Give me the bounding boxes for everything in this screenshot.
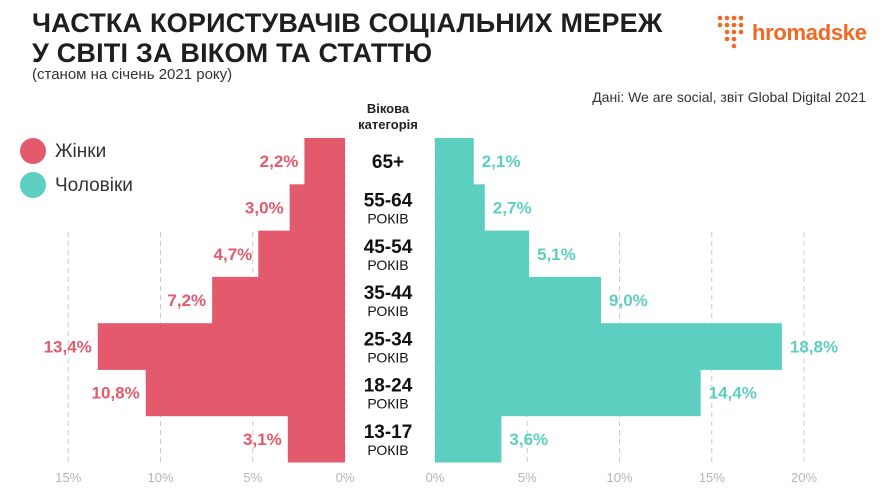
bar-men-13-17 bbox=[435, 415, 502, 463]
bar-women-45-54 bbox=[258, 230, 345, 278]
category-unit-label: РОКІВ bbox=[367, 396, 408, 412]
value-label-women: 2,2% bbox=[260, 152, 299, 171]
category-unit-label: РОКІВ bbox=[367, 210, 408, 226]
category-range-label: 13-17 bbox=[364, 422, 413, 443]
value-label-women: 3,0% bbox=[245, 198, 284, 217]
left-axis-tick-label: 0% bbox=[336, 470, 355, 485]
data-source: Дані: We are social, звіт Global Digital… bbox=[592, 89, 866, 105]
category-unit-label: РОКІВ bbox=[367, 442, 408, 458]
bar-men-25-34 bbox=[435, 323, 782, 370]
right-axis-tick-label: 15% bbox=[699, 470, 725, 485]
chart-subtitle: (станом на січень 2021 року) bbox=[32, 66, 233, 83]
bar-men-35-44 bbox=[435, 276, 602, 324]
category-labels: Вікова категорія 65+55-64РОКІВ45-54РОКІВ… bbox=[358, 101, 418, 458]
logo-text: hromadske bbox=[752, 20, 867, 45]
bars bbox=[97, 138, 782, 463]
value-label-women: 4,7% bbox=[214, 245, 253, 264]
right-axis-tick-label: 5% bbox=[518, 470, 537, 485]
logo-dots-icon bbox=[717, 15, 744, 49]
right-axis-tick-label: 10% bbox=[606, 470, 632, 485]
category-unit-label: РОКІВ bbox=[367, 349, 408, 365]
bar-women-13-17 bbox=[287, 415, 345, 463]
bar-men-45-54 bbox=[435, 230, 530, 278]
category-range-label: 55-64 bbox=[364, 190, 413, 211]
value-label-men: 5,1% bbox=[537, 245, 576, 264]
value-label-men: 14,4% bbox=[709, 384, 757, 403]
value-label-men: 18,8% bbox=[790, 337, 838, 356]
hromadske-logo: hromadske bbox=[716, 14, 876, 54]
category-header-line-1: Вікова bbox=[367, 101, 410, 116]
legend-swatch-women bbox=[20, 138, 46, 164]
category-range-label: 65+ bbox=[372, 152, 404, 173]
bar-women-18-24 bbox=[145, 369, 345, 417]
category-unit-label: РОКІВ bbox=[367, 257, 408, 273]
value-label-men: 9,0% bbox=[609, 291, 648, 310]
category-header-line-2: категорія bbox=[358, 117, 418, 132]
category-unit-label: РОКІВ bbox=[367, 303, 408, 319]
value-label-women: 13,4% bbox=[44, 337, 92, 356]
value-label-men: 3,6% bbox=[509, 430, 548, 449]
bar-women-25-34 bbox=[97, 323, 346, 370]
chart-title-line-1: ЧАСТКА КОРИСТУВАЧІВ СОЦІАЛЬНИХ МЕРЕЖ bbox=[32, 8, 663, 38]
value-label-women: 7,2% bbox=[167, 291, 206, 310]
left-axis-tick-label: 5% bbox=[243, 470, 262, 485]
bar-men-65+ bbox=[435, 138, 474, 185]
chart-title: ЧАСТКА КОРИСТУВАЧІВ СОЦІАЛЬНИХ МЕРЕЖ У С… bbox=[32, 8, 662, 68]
bar-women-55-64 bbox=[289, 184, 345, 231]
legend-swatch-men bbox=[20, 172, 46, 198]
right-axis-tick-label: 0% bbox=[426, 470, 445, 485]
left-axis-tick-label: 10% bbox=[147, 470, 173, 485]
bar-women-35-44 bbox=[212, 276, 345, 324]
chart-title-line-2: У СВІТІ ЗА ВІКОМ ТА СТАТТЮ bbox=[32, 38, 433, 68]
bar-women-65+ bbox=[304, 138, 345, 185]
right-axis-tick-label: 20% bbox=[791, 470, 817, 485]
value-label-men: 2,7% bbox=[493, 198, 532, 217]
value-label-men: 2,1% bbox=[482, 152, 521, 171]
value-labels: 2,2% 2,1% 3,0% 2,7% 4,7% 5,1% 7,2% 9,0% 13,4% 18,… bbox=[44, 152, 838, 449]
axis-tick-labels: 15% 10% 5% 0% 0% 5% 10% 15% 20% bbox=[55, 470, 817, 485]
category-range-label: 45-54 bbox=[364, 237, 413, 258]
legend-label-men: Чоловіки bbox=[55, 175, 133, 196]
value-label-women: 10,8% bbox=[92, 384, 140, 403]
category-range-label: 25-34 bbox=[364, 329, 413, 350]
legend-label-women: Жінки bbox=[55, 141, 107, 162]
left-axis-tick-label: 15% bbox=[55, 470, 81, 485]
bar-men-55-64 bbox=[435, 184, 485, 231]
bar-men-18-24 bbox=[435, 369, 701, 417]
category-range-label: 35-44 bbox=[364, 283, 413, 304]
category-range-label: 18-24 bbox=[364, 376, 413, 397]
value-label-women: 3,1% bbox=[243, 430, 282, 449]
